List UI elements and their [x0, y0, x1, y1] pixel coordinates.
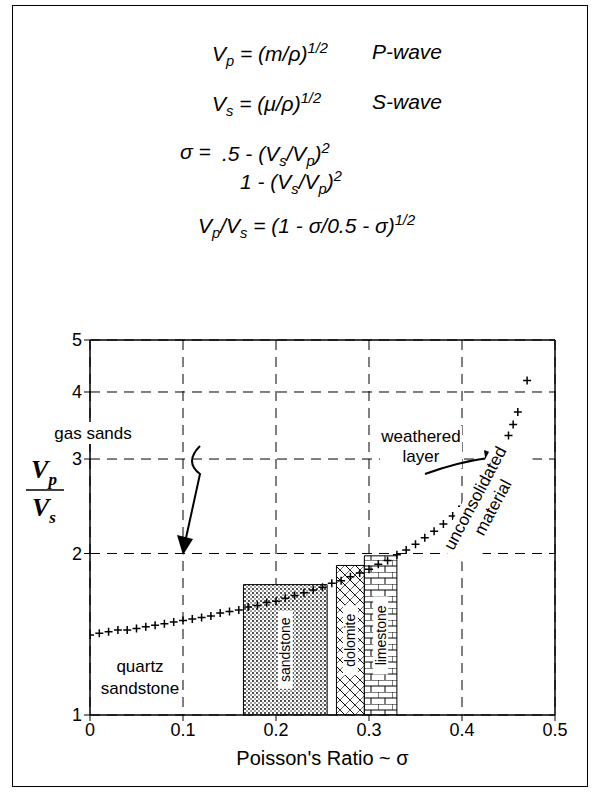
- svg-text:0.1: 0.1: [170, 720, 195, 740]
- html-text:S-wave: S-wave: [372, 90, 442, 113]
- svg-text:0.5: 0.5: [542, 720, 567, 740]
- svg-text:Vp: Vp: [31, 455, 57, 489]
- svg-text:unconsolidated: unconsolidated: [440, 443, 510, 553]
- svg-text:material: material: [470, 476, 515, 538]
- svg-text:1: 1: [72, 705, 82, 725]
- html-text:.5 - (Vs/Vp)2: .5 - (Vs/Vp)2: [222, 140, 330, 170]
- svg-text:2: 2: [72, 544, 82, 564]
- svg-text:0: 0: [85, 720, 95, 740]
- html-text:Vp/Vs= (1 - σ/0.5 - σ)1/2: Vp/Vs= (1 - σ/0.5 - σ)1/2: [198, 212, 416, 242]
- svg-text:dolomite: dolomite: [342, 614, 358, 667]
- svg-text:sandstone: sandstone: [277, 617, 293, 682]
- svg-text:weathered: weathered: [380, 427, 460, 446]
- svg-text:Poisson's Ratio ~ σ: Poisson's Ratio ~ σ: [236, 747, 409, 769]
- svg-text:sandstone: sandstone: [101, 679, 179, 698]
- svg-text:0.4: 0.4: [449, 720, 474, 740]
- html-text:1 - (Vs/Vp)2: 1 - (Vs/Vp)2: [240, 168, 342, 198]
- svg-text:0.2: 0.2: [263, 720, 288, 740]
- svg-text:4: 4: [72, 382, 82, 402]
- svg-text:quartz: quartz: [116, 657, 163, 676]
- svg-text:3: 3: [72, 449, 82, 469]
- svg-text:Vs: Vs: [32, 493, 56, 527]
- svg-text:limestone: limestone: [373, 605, 389, 665]
- svg-text:layer: layer: [403, 447, 440, 466]
- svg-text:5: 5: [72, 330, 82, 350]
- html-text:Vs= (μ/ρ)1/2: Vs= (μ/ρ)1/2: [212, 90, 322, 120]
- html-text:σ =: σ =: [180, 140, 211, 163]
- svg-text:gas sands: gas sands: [54, 424, 132, 443]
- html-text:Vp= (m/ρ)1/2: Vp= (m/ρ)1/2: [212, 40, 328, 70]
- svg-text:0.3: 0.3: [356, 720, 381, 740]
- html-text:P-wave: P-wave: [372, 40, 442, 63]
